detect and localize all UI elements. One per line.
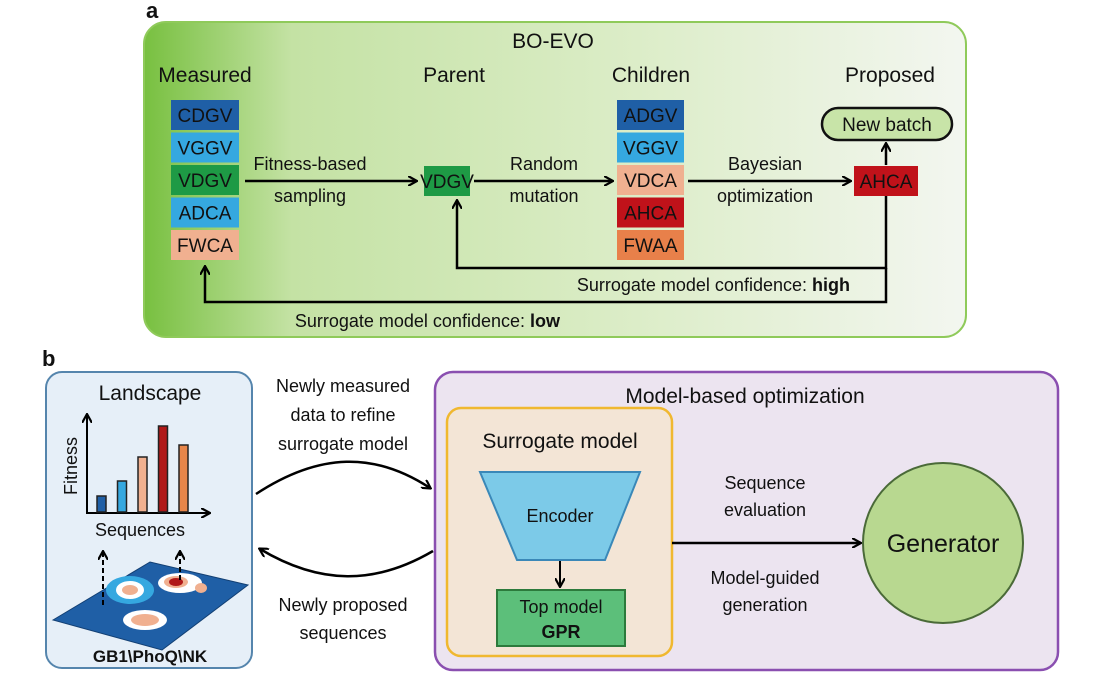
parent-sequence-box [424,166,470,196]
measured-header: Measured [158,64,251,87]
top-model-label: Top model [519,597,602,617]
sequence-label: VGGV [178,139,233,160]
bayesian-label-2: optimization [717,186,813,206]
sequence-box [617,132,684,163]
feedback-high-arrow [457,196,888,270]
sequence-box [617,165,684,195]
children-list: ADGV VGGV VDCA AHCA FWAA [617,100,684,260]
to-model-label-2: data to refine [290,405,395,425]
mutation-label-2: mutation [509,186,578,206]
sequence-box [171,100,239,130]
proposed-sequence-box [854,166,918,196]
generation-label-1: Model-guided [710,568,819,588]
panel-a-label: a [146,0,159,23]
fitness-bar [96,495,107,513]
sequence-label: VGGV [623,139,678,160]
sequence-label: AHCA [624,204,677,225]
to-model-arrow [255,460,430,496]
to-landscape-label-1: Newly proposed [278,595,407,615]
generator-circle [862,462,1024,624]
new-batch-pill [820,106,954,142]
generator-label: Generator [887,530,1000,558]
sequence-box [171,165,239,195]
sampling-label-2: sampling [274,186,346,206]
fitness-bar [116,480,128,513]
parent-sequence: VDGV [420,172,474,193]
to-landscape-label-2: sequences [299,623,386,643]
parent-header: Parent [423,64,485,87]
fitness-landscape-surface [51,552,250,651]
gpr-label: GPR [541,622,580,642]
new-batch-label: New batch [842,115,932,136]
sequence-label: FWAA [623,236,678,257]
sequence-label: FWCA [177,236,233,257]
evaluation-label-1: Sequence [724,473,805,493]
surrogate-model-title: Surrogate model [482,430,637,453]
proposed-sequence: AHCA [860,172,913,193]
sequence-box [171,132,239,163]
to-landscape-arrow [260,549,434,578]
sequence-label: VDGV [178,171,232,192]
to-model-label-3: surrogate model [278,434,408,454]
fitness-bar [157,425,169,513]
landscape-title: Landscape [99,382,202,405]
fitness-axis-label: Fitness [61,437,81,495]
proposed-header: Proposed [845,64,935,87]
bo-evo-panel [143,21,967,338]
sequence-box [617,100,684,130]
sequence-label: VDCA [624,171,677,192]
feedback-low-label: Surrogate model confidence: low [295,311,561,331]
sequence-box [171,197,239,228]
bayesian-label-1: Bayesian [728,154,802,174]
feedback-high-label: Surrogate model confidence: high [577,275,850,295]
mutation-label-1: Random [510,154,578,174]
encoder-block [478,471,642,561]
measured-list: CDGV VGGV VDGV ADCA FWCA [171,100,239,260]
fitness-bar [178,444,189,513]
sequence-box [617,197,684,228]
sequences-axis-label: Sequences [95,520,185,540]
fitness-bar-chart [86,415,209,513]
children-header: Children [612,64,690,87]
sequence-box [617,230,684,260]
evaluation-label-2: evaluation [724,500,806,520]
generation-label-2: generation [722,595,807,615]
sequence-box [171,230,239,260]
mbo-title: Model-based optimization [625,385,864,408]
bo-evo-title: BO-EVO [512,30,594,53]
sequence-label: CDGV [178,106,233,127]
sequence-label: ADGV [624,106,678,127]
datasets-label: GB1\PhoQ\NK [93,647,208,666]
sampling-label-1: Fitness-based [253,154,366,174]
top-model-block [496,589,626,647]
to-model-label-1: Newly measured [276,376,410,396]
sequence-label: ADCA [179,204,232,225]
encoder-label: Encoder [526,506,593,526]
panel-b-label: b [42,346,55,371]
fitness-bar [137,456,148,513]
feedback-low-arrow [205,267,888,304]
